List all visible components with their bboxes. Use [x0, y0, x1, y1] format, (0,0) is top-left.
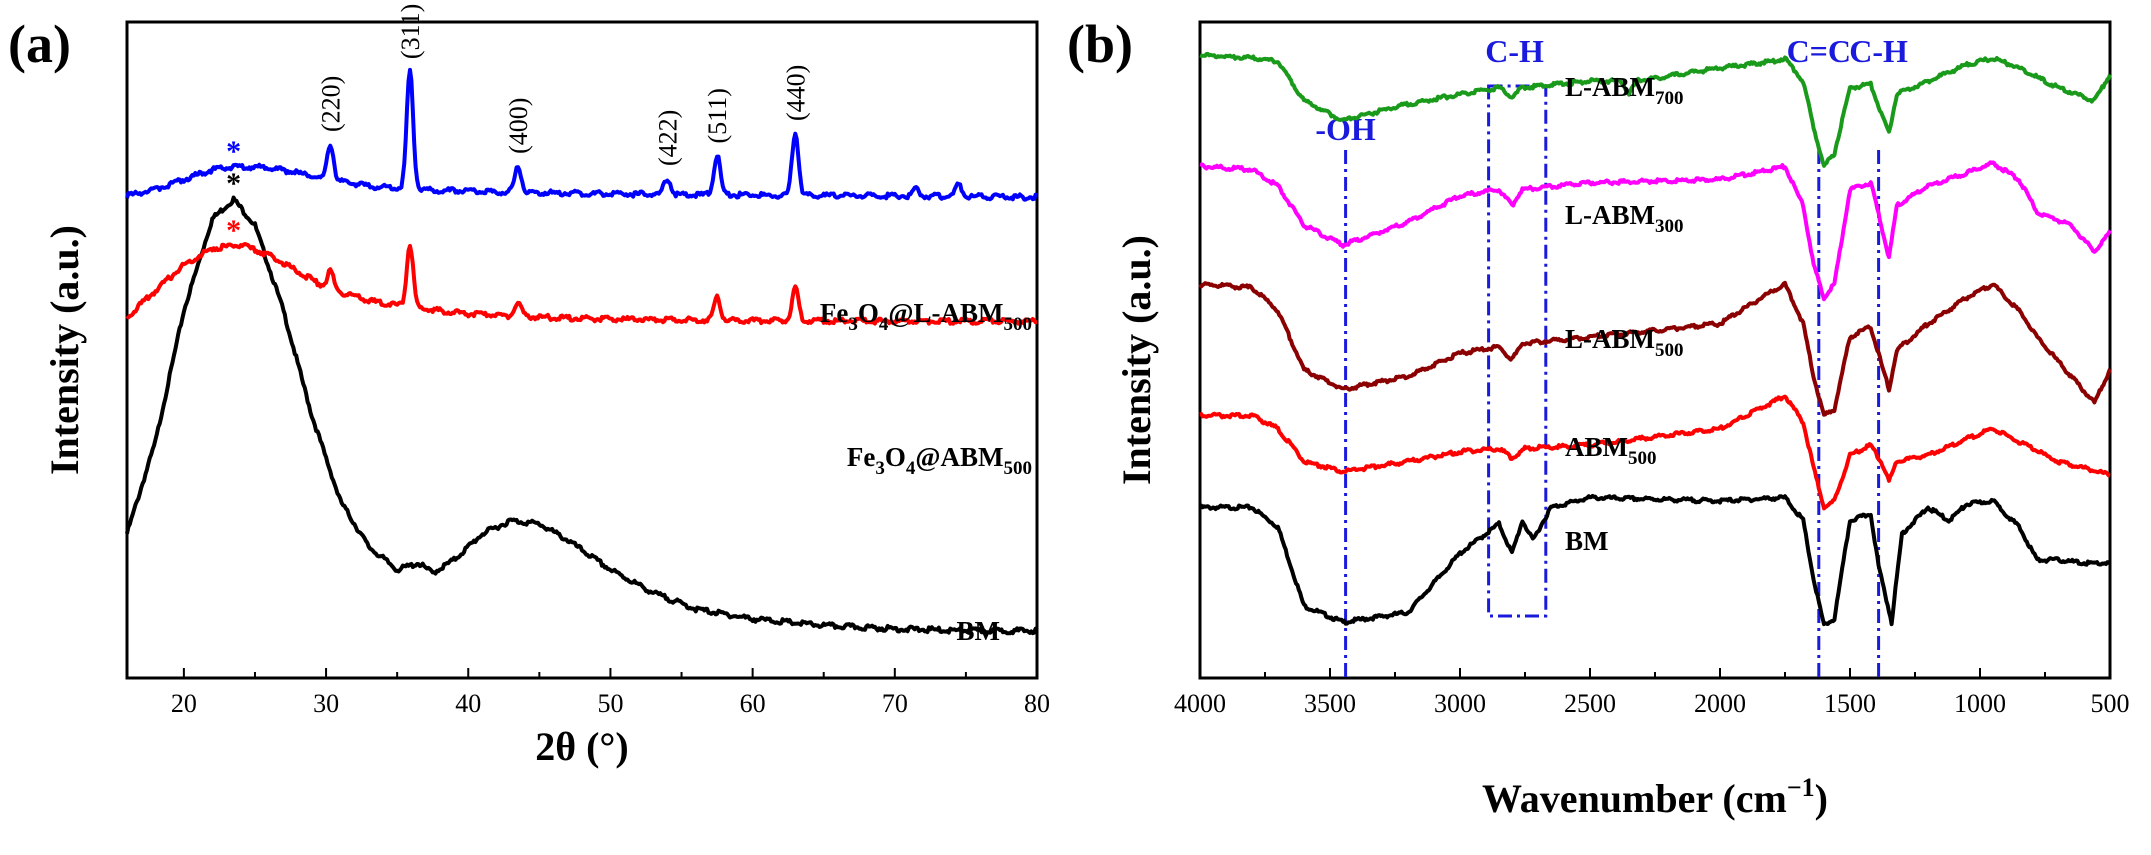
ftir-band-label: -OH: [1315, 111, 1376, 147]
xrd-peak-label: (511): [703, 88, 732, 143]
ftir-band-markers: -OHC-H C=CC-H: [1315, 33, 1908, 678]
xrd-series-label-part: O: [885, 442, 906, 472]
xrd-x-tick-label: 70: [882, 689, 908, 718]
xrd-series-group: [125, 67, 1039, 636]
ftir-series-label: L-ABM700: [1565, 72, 1684, 109]
ftir-series-label: L-ABM500: [1565, 324, 1684, 361]
xrd-series-label-part: @ABM: [915, 442, 1003, 472]
xrd-x-tick-label: 80: [1024, 689, 1050, 718]
ftir-series-label: ABM500: [1565, 432, 1657, 469]
ftir-x-tick-label: 2000: [1694, 689, 1746, 718]
xrd-x-tick-label: 40: [455, 689, 481, 718]
ftir-ch-box: [1487, 84, 1548, 618]
xrd-markers: ***: [226, 135, 241, 247]
ftir-series-label-sub: 700: [1655, 88, 1684, 109]
panel-label-b: (b): [1067, 14, 1133, 74]
ftir-series-label-part: BM: [1565, 526, 1609, 556]
ftir-x-axis-title-sup: −1: [1787, 773, 1815, 802]
xrd-x-tick-label: 60: [740, 689, 766, 718]
ftir-x-tick-label: 3500: [1304, 689, 1356, 718]
xrd-series-line: [125, 195, 1039, 636]
xrd-x-tick-label: 50: [597, 689, 623, 718]
panel-a: (a) 20 30 40 50 60 70 80 (220)(311)(400) (422)(…: [8, 4, 1050, 769]
ftir-band-label: C-H: [1485, 33, 1544, 69]
ftir-y-axis-title: Intensity (a.u.): [1114, 235, 1159, 485]
ftir-band-label: C=C: [1787, 33, 1851, 69]
ftir-series-label-sub: 300: [1655, 216, 1684, 237]
xrd-peak-label: (422): [653, 110, 682, 166]
ftir-x-tick-label: 1000: [1954, 689, 2006, 718]
xrd-series-label-sub: 4: [906, 458, 916, 479]
xrd-series-label-sub: 500: [1004, 314, 1033, 335]
ftir-series-line: [1199, 51, 2112, 168]
ftir-series-line: [1198, 493, 2112, 627]
xrd-series-line: [125, 242, 1038, 326]
xrd-series-label-part: Fe: [847, 442, 875, 472]
ftir-series-label-part: L-ABM: [1565, 200, 1655, 230]
xrd-series-line: [125, 67, 1038, 202]
ftir-x-tick-label: 4000: [1174, 689, 1226, 718]
xrd-series-label: Fe3O4@L-ABM500: [820, 298, 1032, 335]
xrd-peak-label: (400): [504, 98, 533, 154]
xrd-series-marker: *: [226, 135, 241, 168]
xrd-x-ticks: 20 30 40 50 60 70 80: [171, 668, 1050, 718]
xrd-peak-labels: (220) (311) (400) (422) (511) (440): [316, 4, 810, 166]
ftir-band-label: C-H: [1849, 33, 1908, 69]
xrd-series-label-part: O: [858, 298, 879, 328]
xrd-peak-label: (220): [316, 76, 345, 132]
ftir-series-line: [1199, 394, 2111, 511]
ftir-series-line: [1199, 160, 2112, 302]
panel-b: (b) 4000 3500 3000 2500 2000 1500 1000 500 -OH C…: [1067, 14, 2130, 821]
ftir-x-tick-label: 1500: [1824, 689, 1876, 718]
ftir-series-label-sub: 500: [1655, 340, 1684, 361]
xrd-x-axis-title: 2θ (°): [535, 724, 629, 769]
panel-label-a: (a): [8, 14, 71, 74]
xrd-series-marker: *: [226, 214, 241, 247]
xrd-series-label-part: Fe: [820, 298, 848, 328]
ftir-x-axis-title-close: ): [1815, 776, 1828, 821]
xrd-peak-label: (311): [396, 4, 425, 59]
ftir-series-label-part: L-ABM: [1565, 324, 1655, 354]
xrd-series-label-sub: 3: [848, 314, 858, 335]
ftir-series-line: [1198, 280, 2112, 417]
ftir-series-label: L-ABM300: [1565, 200, 1684, 237]
ftir-x-tick-label: 2500: [1564, 689, 1616, 718]
xrd-x-tick-label: 20: [171, 689, 197, 718]
xrd-peak-label: (440): [781, 65, 810, 121]
ftir-series-label-sub: 500: [1628, 448, 1657, 469]
ftir-series-label-part: ABM: [1565, 432, 1628, 462]
xrd-series-label-sub: 500: [1004, 458, 1033, 479]
xrd-series-label-sub: 4: [879, 314, 889, 335]
ftir-x-ticks: 4000 3500 3000 2500 2000 1500 1000 500: [1174, 668, 2130, 718]
xrd-x-tick-label: 30: [313, 689, 339, 718]
ftir-series-label: BM: [1565, 526, 1609, 556]
ftir-x-axis-title: Wavenumber (cm−1): [1482, 773, 1828, 821]
xrd-y-axis-title: Intensity (a.u.): [42, 225, 87, 475]
xrd-series-label-sub: 3: [875, 458, 885, 479]
xrd-series-label-part: @L-ABM: [888, 298, 1003, 328]
xrd-plot-frame: [125, 20, 1039, 680]
ftir-x-axis-title-main: Wavenumber (cm: [1482, 776, 1787, 821]
ftir-x-tick-label: 500: [2091, 689, 2130, 718]
ftir-x-tick-label: 3000: [1434, 689, 1486, 718]
xrd-series-label: BM: [957, 616, 1001, 646]
xrd-series-label: Fe3O4@ABM500: [847, 442, 1032, 479]
ftir-series-group: [1198, 51, 2112, 627]
ftir-series-label-part: L-ABM: [1565, 72, 1655, 102]
xrd-series-marker: *: [226, 167, 241, 200]
